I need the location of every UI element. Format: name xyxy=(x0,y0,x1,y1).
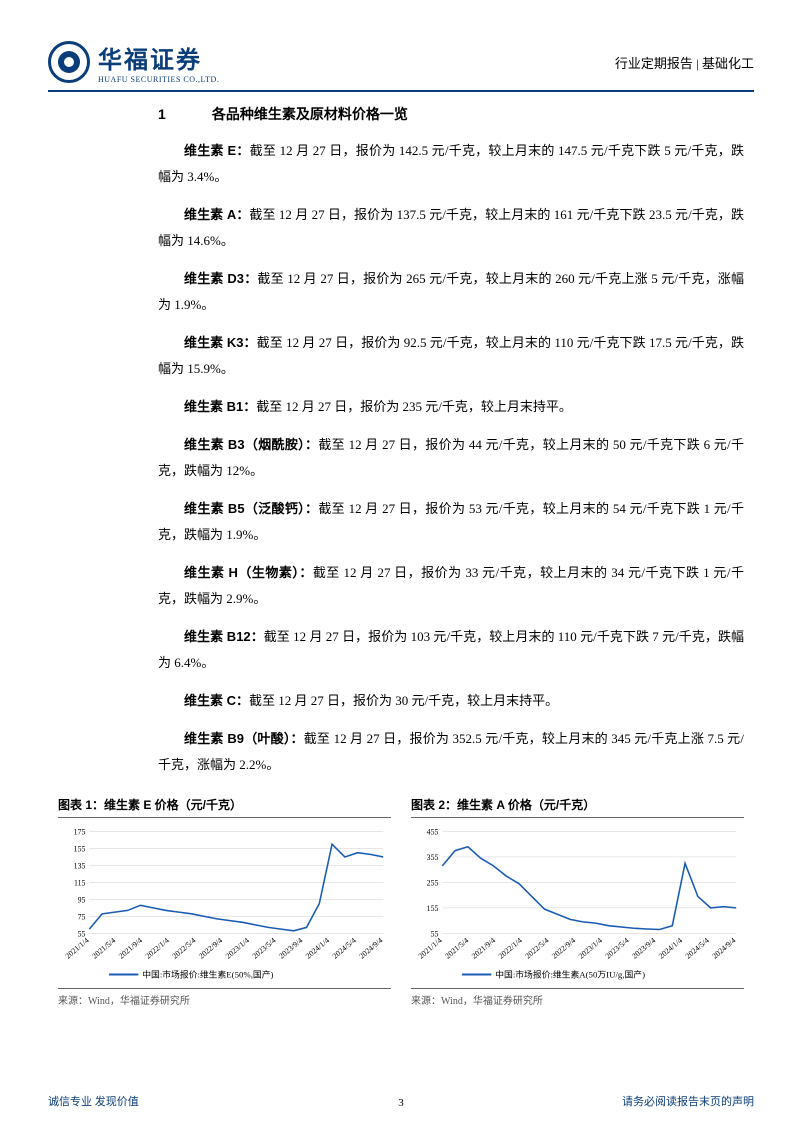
svg-text:2021/1/4: 2021/1/4 xyxy=(417,936,444,961)
svg-text:2023/9/4: 2023/9/4 xyxy=(630,936,657,961)
logo-text-en: HUAFU SECURITIES CO.,LTD. xyxy=(98,75,219,84)
svg-text:75: 75 xyxy=(78,912,86,921)
svg-text:2024/5/4: 2024/5/4 xyxy=(684,936,711,961)
chart-1: 图表 1：维生素 E 价格（元/千克） 55759511513515517520… xyxy=(58,796,391,1007)
svg-text:2022/5/4: 2022/5/4 xyxy=(523,936,550,961)
paragraph: 维生素 B1：截至 12 月 27 日，报价为 235 元/千克，较上月末持平。 xyxy=(158,394,744,420)
svg-text:175: 175 xyxy=(74,827,86,836)
svg-text:155: 155 xyxy=(427,904,439,913)
svg-text:2022/1/4: 2022/1/4 xyxy=(144,936,171,961)
svg-text:2024/9/4: 2024/9/4 xyxy=(357,936,384,961)
chart-1-svg: 5575951151351551752021/1/42021/5/42021/9… xyxy=(58,822,391,982)
header-category: 行业定期报告 | 基础化工 xyxy=(615,53,754,72)
footer-right: 请务必阅读报告末页的声明 xyxy=(622,1093,754,1109)
vitamin-name: 维生素 E： xyxy=(184,143,250,158)
paragraph: 维生素 B3（烟酰胺）：截至 12 月 27 日，报价为 44 元/千克，较上月… xyxy=(158,432,744,484)
chart-1-source: 来源：Wind，华福证券研究所 xyxy=(58,988,391,1007)
svg-text:355: 355 xyxy=(427,853,439,862)
paragraph: 维生素 A：截至 12 月 27 日，报价为 137.5 元/千克，较上月末的 … xyxy=(158,202,744,254)
svg-text:2022/9/4: 2022/9/4 xyxy=(550,936,577,961)
section-heading: 各品种维生素及原材料价格一览 xyxy=(212,106,408,122)
footer-left: 诚信专业 发现价值 xyxy=(48,1093,139,1109)
vitamin-name: 维生素 K3： xyxy=(184,335,257,350)
vitamin-name: 维生素 B9（叶酸）： xyxy=(184,731,304,746)
vitamin-text: 截至 12 月 27 日，报价为 30 元/千克，较上月末持平。 xyxy=(249,693,558,708)
logo-text-cn: 华福证券 xyxy=(98,40,219,75)
content-body: 1 各品种维生素及原材料价格一览 维生素 E：截至 12 月 27 日，报价为 … xyxy=(48,104,754,778)
vitamin-name: 维生素 A： xyxy=(184,207,249,222)
charts-row: 图表 1：维生素 E 价格（元/千克） 55759511513515517520… xyxy=(48,796,754,1007)
section-title: 1 各品种维生素及原材料价格一览 xyxy=(158,104,744,124)
chart-2-title: 图表 2：维生素 A 价格（元/千克） xyxy=(411,796,744,818)
svg-text:2023/5/4: 2023/5/4 xyxy=(250,936,277,961)
svg-text:2024/5/4: 2024/5/4 xyxy=(331,936,358,961)
vitamin-name: 维生素 B3（烟酰胺）： xyxy=(184,437,318,452)
paragraph: 维生素 D3：截至 12 月 27 日，报价为 265 元/千克，较上月末的 2… xyxy=(158,266,744,318)
svg-text:中国:市场报价:维生素E(50%,国产): 中国:市场报价:维生素E(50%,国产) xyxy=(142,968,273,979)
vitamin-name: 维生素 H（生物素）： xyxy=(184,565,313,580)
svg-text:135: 135 xyxy=(74,861,86,870)
paragraph: 维生素 K3：截至 12 月 27 日，报价为 92.5 元/千克，较上月末的 … xyxy=(158,330,744,382)
svg-text:中国:市场报价:维生素A(50万IU/g,国产): 中国:市场报价:维生素A(50万IU/g,国产) xyxy=(495,968,645,979)
chart-2-svg: 551552553554552021/1/42021/5/42021/9/420… xyxy=(411,822,744,982)
svg-text:2023/9/4: 2023/9/4 xyxy=(277,936,304,961)
chart-2-source: 来源：Wind，华福证券研究所 xyxy=(411,988,744,1007)
svg-text:155: 155 xyxy=(74,844,86,853)
paragraph: 维生素 E：截至 12 月 27 日，报价为 142.5 元/千克，较上月末的 … xyxy=(158,138,744,190)
svg-text:2024/9/4: 2024/9/4 xyxy=(710,936,737,961)
svg-text:2021/5/4: 2021/5/4 xyxy=(90,936,117,961)
svg-text:95: 95 xyxy=(78,895,86,904)
vitamin-name: 维生素 C： xyxy=(184,693,249,708)
chart-1-title: 图表 1：维生素 E 价格（元/千克） xyxy=(58,796,391,818)
svg-text:2021/9/4: 2021/9/4 xyxy=(470,936,497,961)
svg-text:2024/1/4: 2024/1/4 xyxy=(304,936,331,961)
svg-text:2023/5/4: 2023/5/4 xyxy=(603,936,630,961)
svg-text:2021/5/4: 2021/5/4 xyxy=(443,936,470,961)
svg-text:255: 255 xyxy=(427,878,439,887)
vitamin-name: 维生素 B5（泛酸钙）： xyxy=(184,501,318,516)
paragraph: 维生素 H（生物素）：截至 12 月 27 日，报价为 33 元/千克，较上月末… xyxy=(158,560,744,612)
svg-text:2022/1/4: 2022/1/4 xyxy=(497,936,524,961)
paragraph: 维生素 B12：截至 12 月 27 日，报价为 103 元/千克，较上月末的 … xyxy=(158,624,744,676)
svg-text:455: 455 xyxy=(427,827,439,836)
svg-text:2022/9/4: 2022/9/4 xyxy=(197,936,224,961)
paragraph: 维生素 B9（叶酸）：截至 12 月 27 日，报价为 352.5 元/千克，较… xyxy=(158,726,744,778)
logo: 华福证券 HUAFU SECURITIES CO.,LTD. xyxy=(48,40,219,84)
vitamin-name: 维生素 B1： xyxy=(184,399,256,414)
svg-text:115: 115 xyxy=(74,878,86,887)
svg-text:2024/1/4: 2024/1/4 xyxy=(657,936,684,961)
page-header: 华福证券 HUAFU SECURITIES CO.,LTD. 行业定期报告 | … xyxy=(48,40,754,92)
vitamin-name: 维生素 D3： xyxy=(184,271,257,286)
svg-text:2021/1/4: 2021/1/4 xyxy=(64,936,91,961)
chart-2: 图表 2：维生素 A 价格（元/千克） 551552553554552021/1… xyxy=(411,796,744,1007)
svg-text:2021/9/4: 2021/9/4 xyxy=(117,936,144,961)
svg-text:2022/5/4: 2022/5/4 xyxy=(170,936,197,961)
vitamin-text: 截至 12 月 27 日，报价为 235 元/千克，较上月末持平。 xyxy=(256,399,572,414)
vitamin-name: 维生素 B12： xyxy=(184,629,264,644)
page-number: 3 xyxy=(398,1097,404,1109)
svg-text:2023/1/4: 2023/1/4 xyxy=(224,936,251,961)
logo-icon xyxy=(48,41,90,83)
paragraph: 维生素 B5（泛酸钙）：截至 12 月 27 日，报价为 53 元/千克，较上月… xyxy=(158,496,744,548)
section-number: 1 xyxy=(158,106,208,122)
paragraph: 维生素 C：截至 12 月 27 日，报价为 30 元/千克，较上月末持平。 xyxy=(158,688,744,714)
svg-text:2023/1/4: 2023/1/4 xyxy=(577,936,604,961)
